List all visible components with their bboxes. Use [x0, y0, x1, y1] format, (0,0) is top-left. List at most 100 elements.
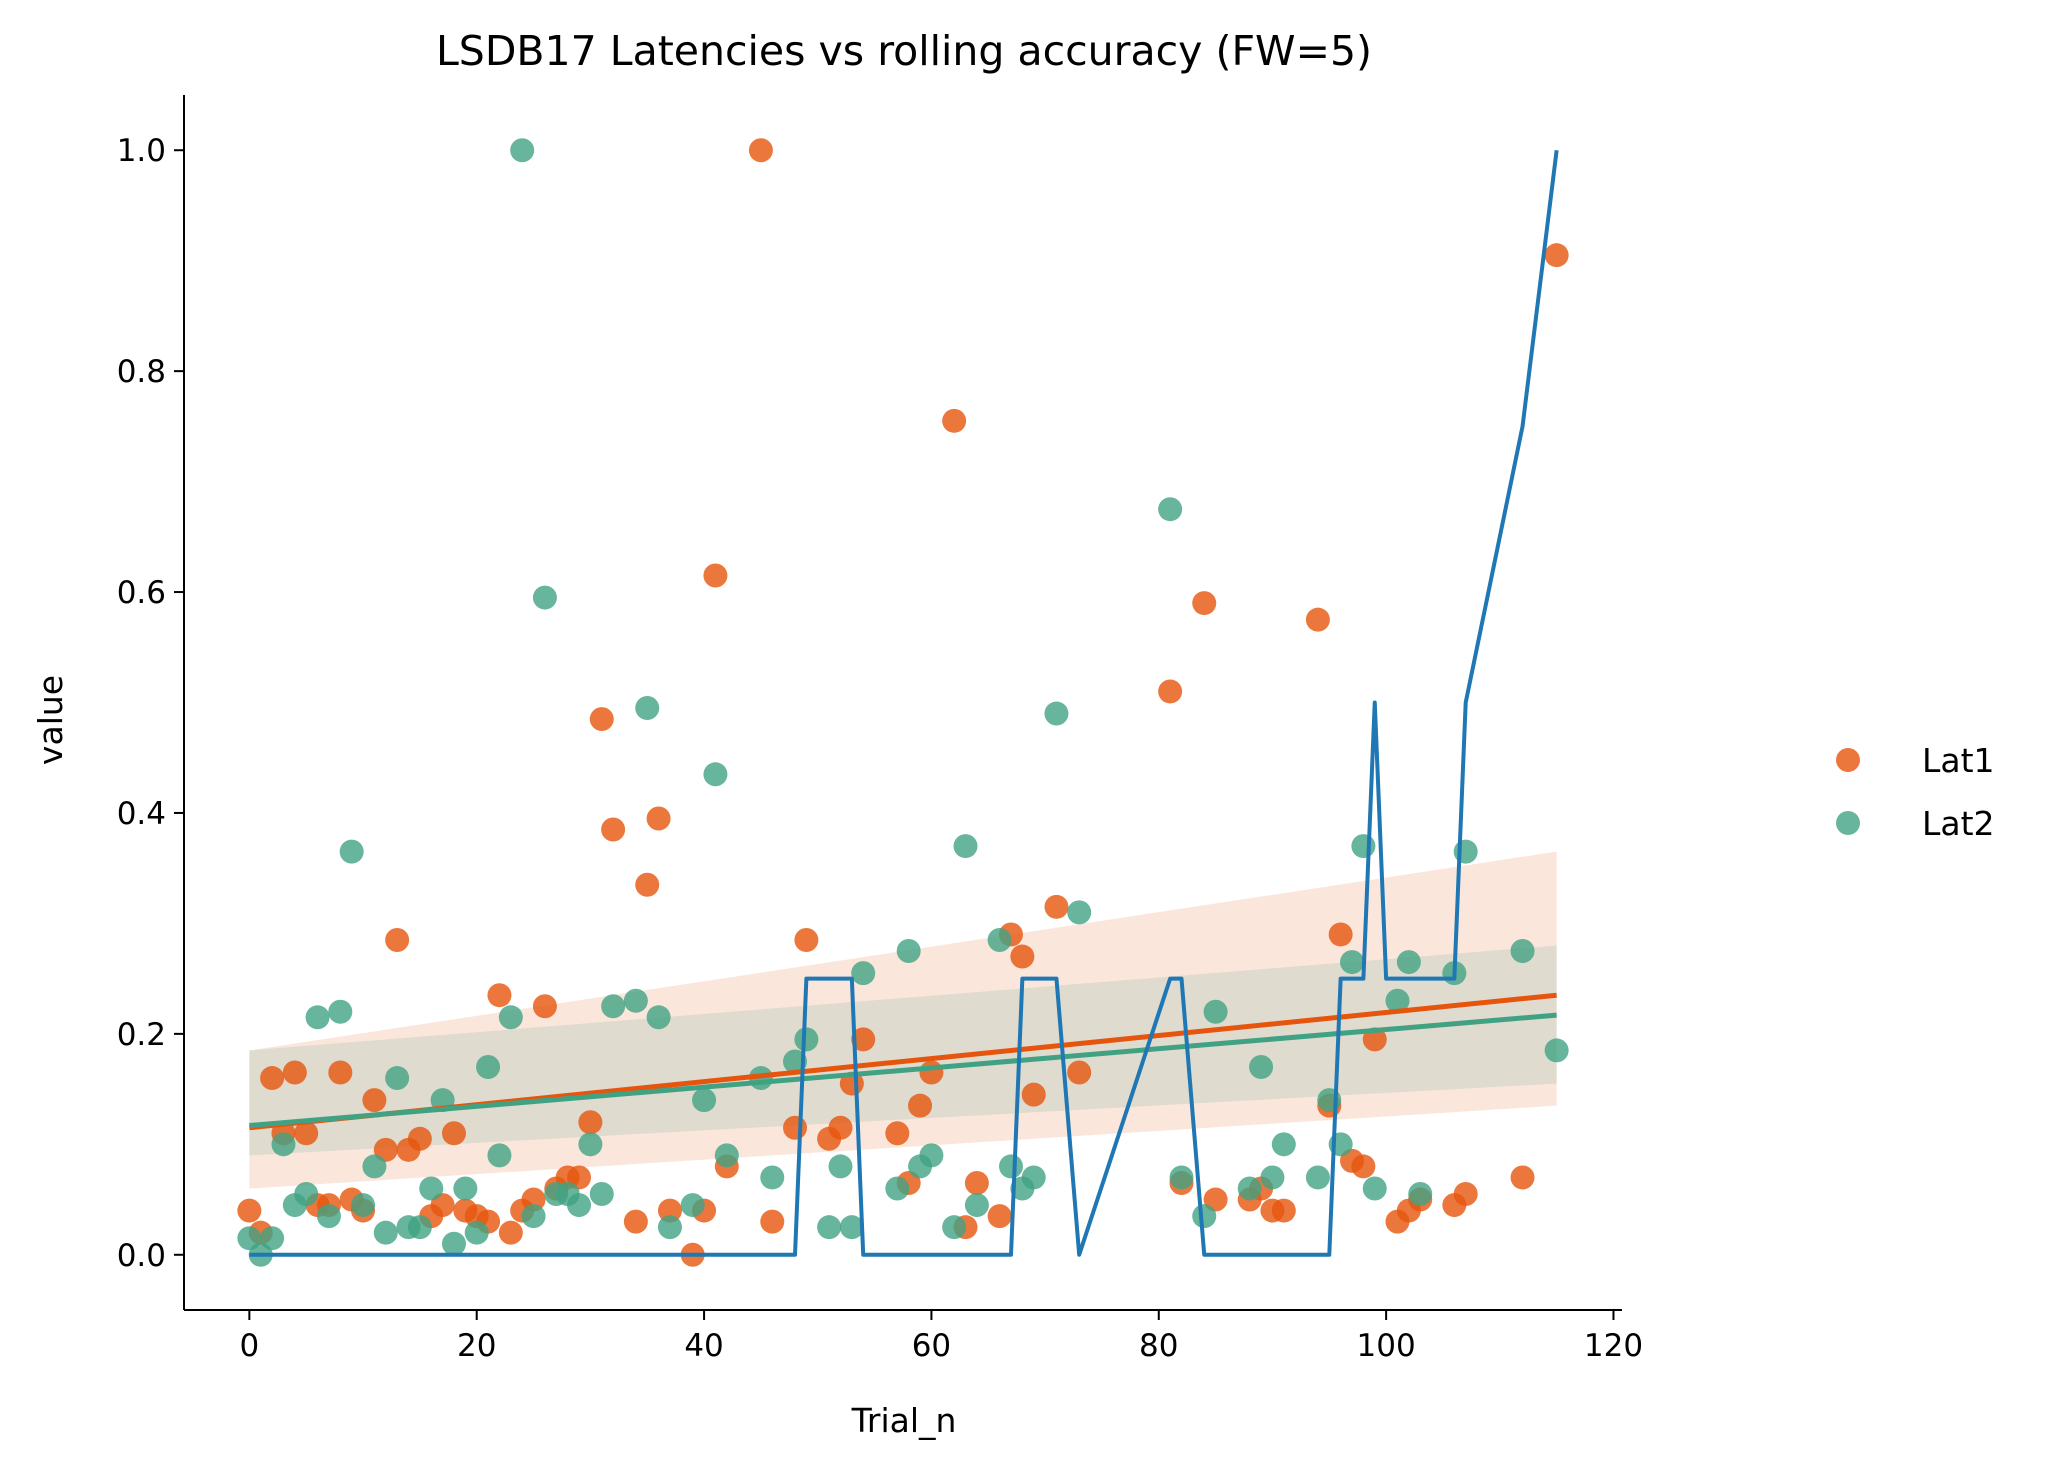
- lat1-point: [260, 1066, 285, 1091]
- lat2-point: [521, 1204, 546, 1229]
- lat1-point: [1010, 944, 1035, 969]
- y-tick-label: 1.0: [117, 133, 166, 169]
- lat1-point: [362, 1088, 387, 1113]
- lat2-point: [1044, 701, 1069, 726]
- x-tick-label: 80: [1139, 1328, 1178, 1364]
- lat2-point: [1396, 950, 1421, 975]
- lat2-point: [305, 1005, 330, 1030]
- lat1-point: [919, 1060, 944, 1085]
- lat2-point: [714, 1143, 739, 1168]
- chart-title: LSDB17 Latencies vs rolling accuracy (FW…: [436, 27, 1372, 75]
- lat1-point: [385, 927, 410, 952]
- lat2-legend-label: Lat2: [1922, 804, 1995, 843]
- lat2-point: [510, 138, 535, 163]
- lat1-point: [760, 1209, 785, 1234]
- lat1-point: [885, 1121, 910, 1146]
- lat1-point: [908, 1093, 933, 1118]
- lat1-point: [578, 1110, 603, 1135]
- lat2-point: [885, 1176, 910, 1201]
- lat1-point: [521, 1187, 546, 1212]
- lat2-point: [1021, 1165, 1046, 1190]
- lat2-point: [373, 1220, 398, 1245]
- lat1-point: [601, 817, 626, 842]
- lat2-point: [1385, 988, 1410, 1013]
- lat1-point: [828, 1115, 853, 1140]
- lat2-point: [476, 1055, 501, 1079]
- lat2-point: [567, 1193, 592, 1218]
- y-axis-title: value: [31, 675, 70, 765]
- lat2-point: [532, 585, 557, 610]
- lat1-point: [1544, 243, 1569, 268]
- lat1-confidence-band: [249, 851, 1557, 1189]
- x-axis-title: Trial_n: [851, 1401, 957, 1440]
- lat2-point: [919, 1143, 944, 1168]
- lat2-point: [839, 1215, 864, 1240]
- lat1-legend-label: Lat1: [1922, 741, 1995, 780]
- lat1-point: [1328, 922, 1353, 947]
- lat1-point: [237, 1198, 262, 1223]
- lat2-point: [487, 1143, 512, 1168]
- lat2-point: [362, 1154, 387, 1179]
- lat2-point: [998, 1154, 1023, 1179]
- lat2-point: [1237, 1176, 1262, 1201]
- lat2-point: [419, 1176, 444, 1201]
- data-lines: [249, 149, 1559, 1257]
- lat1-point: [294, 1121, 319, 1146]
- lat2-point: [441, 1231, 466, 1256]
- lat1-point: [1351, 1154, 1376, 1179]
- lat2-point: [385, 1066, 410, 1091]
- lat2-point: [1271, 1132, 1296, 1157]
- y-tick-label: 0.6: [117, 575, 166, 611]
- lat1-point: [1271, 1198, 1296, 1223]
- lat2-point: [1249, 1055, 1274, 1079]
- lat2-point: [657, 1215, 682, 1240]
- lat1-point: [1192, 591, 1217, 616]
- lat1-legend-marker: [1836, 748, 1860, 772]
- lat2-point: [703, 762, 728, 787]
- lat2-point: [271, 1132, 296, 1157]
- lat2-point: [464, 1220, 489, 1245]
- lat1-point: [498, 1220, 523, 1245]
- x-tick-label: 40: [684, 1328, 723, 1364]
- lat2-point: [851, 961, 876, 986]
- x-tick-label: 60: [912, 1328, 951, 1364]
- lat1-point: [1067, 1060, 1092, 1085]
- confidence-bands: [249, 851, 1557, 1189]
- lat2-point: [1340, 950, 1365, 975]
- lat2-point: [260, 1226, 285, 1251]
- lat1-point: [794, 927, 819, 952]
- rolling-accuracy-line: [249, 149, 1559, 1257]
- lat2-point: [680, 1193, 705, 1218]
- lat1-point: [532, 994, 557, 1019]
- lat1-point: [407, 1126, 432, 1151]
- lat1-point: [942, 408, 967, 433]
- lat2-point: [1510, 939, 1535, 964]
- lat2-point: [692, 1088, 717, 1113]
- y-tick-label: 0.2: [117, 1017, 166, 1053]
- data-points: [237, 138, 1569, 1267]
- lat2-point: [316, 1204, 341, 1229]
- y-tick-label: 0.8: [117, 354, 166, 390]
- lat2-point: [817, 1215, 842, 1240]
- lat1-point: [1453, 1182, 1478, 1207]
- lat1-point: [1021, 1082, 1046, 1107]
- lat2-point: [987, 927, 1012, 952]
- lat1-point: [328, 1060, 353, 1085]
- lat2-point: [942, 1215, 967, 1240]
- lat2-legend-marker: [1836, 811, 1860, 835]
- lat2-point: [1192, 1204, 1217, 1229]
- lat1-point: [487, 983, 512, 1008]
- lat1-point: [1044, 894, 1069, 919]
- lat1-point: [1510, 1165, 1535, 1190]
- lat2-point: [453, 1176, 478, 1201]
- lat1-point: [987, 1204, 1012, 1229]
- lat2-point: [964, 1193, 989, 1218]
- lat2-point: [1067, 900, 1092, 925]
- lat1-point: [748, 138, 773, 163]
- lat2-point: [1158, 497, 1183, 522]
- lat2-point: [1544, 1038, 1569, 1063]
- lat1-point: [441, 1121, 466, 1146]
- lat2-point: [1203, 999, 1228, 1024]
- lat2-point: [498, 1005, 523, 1030]
